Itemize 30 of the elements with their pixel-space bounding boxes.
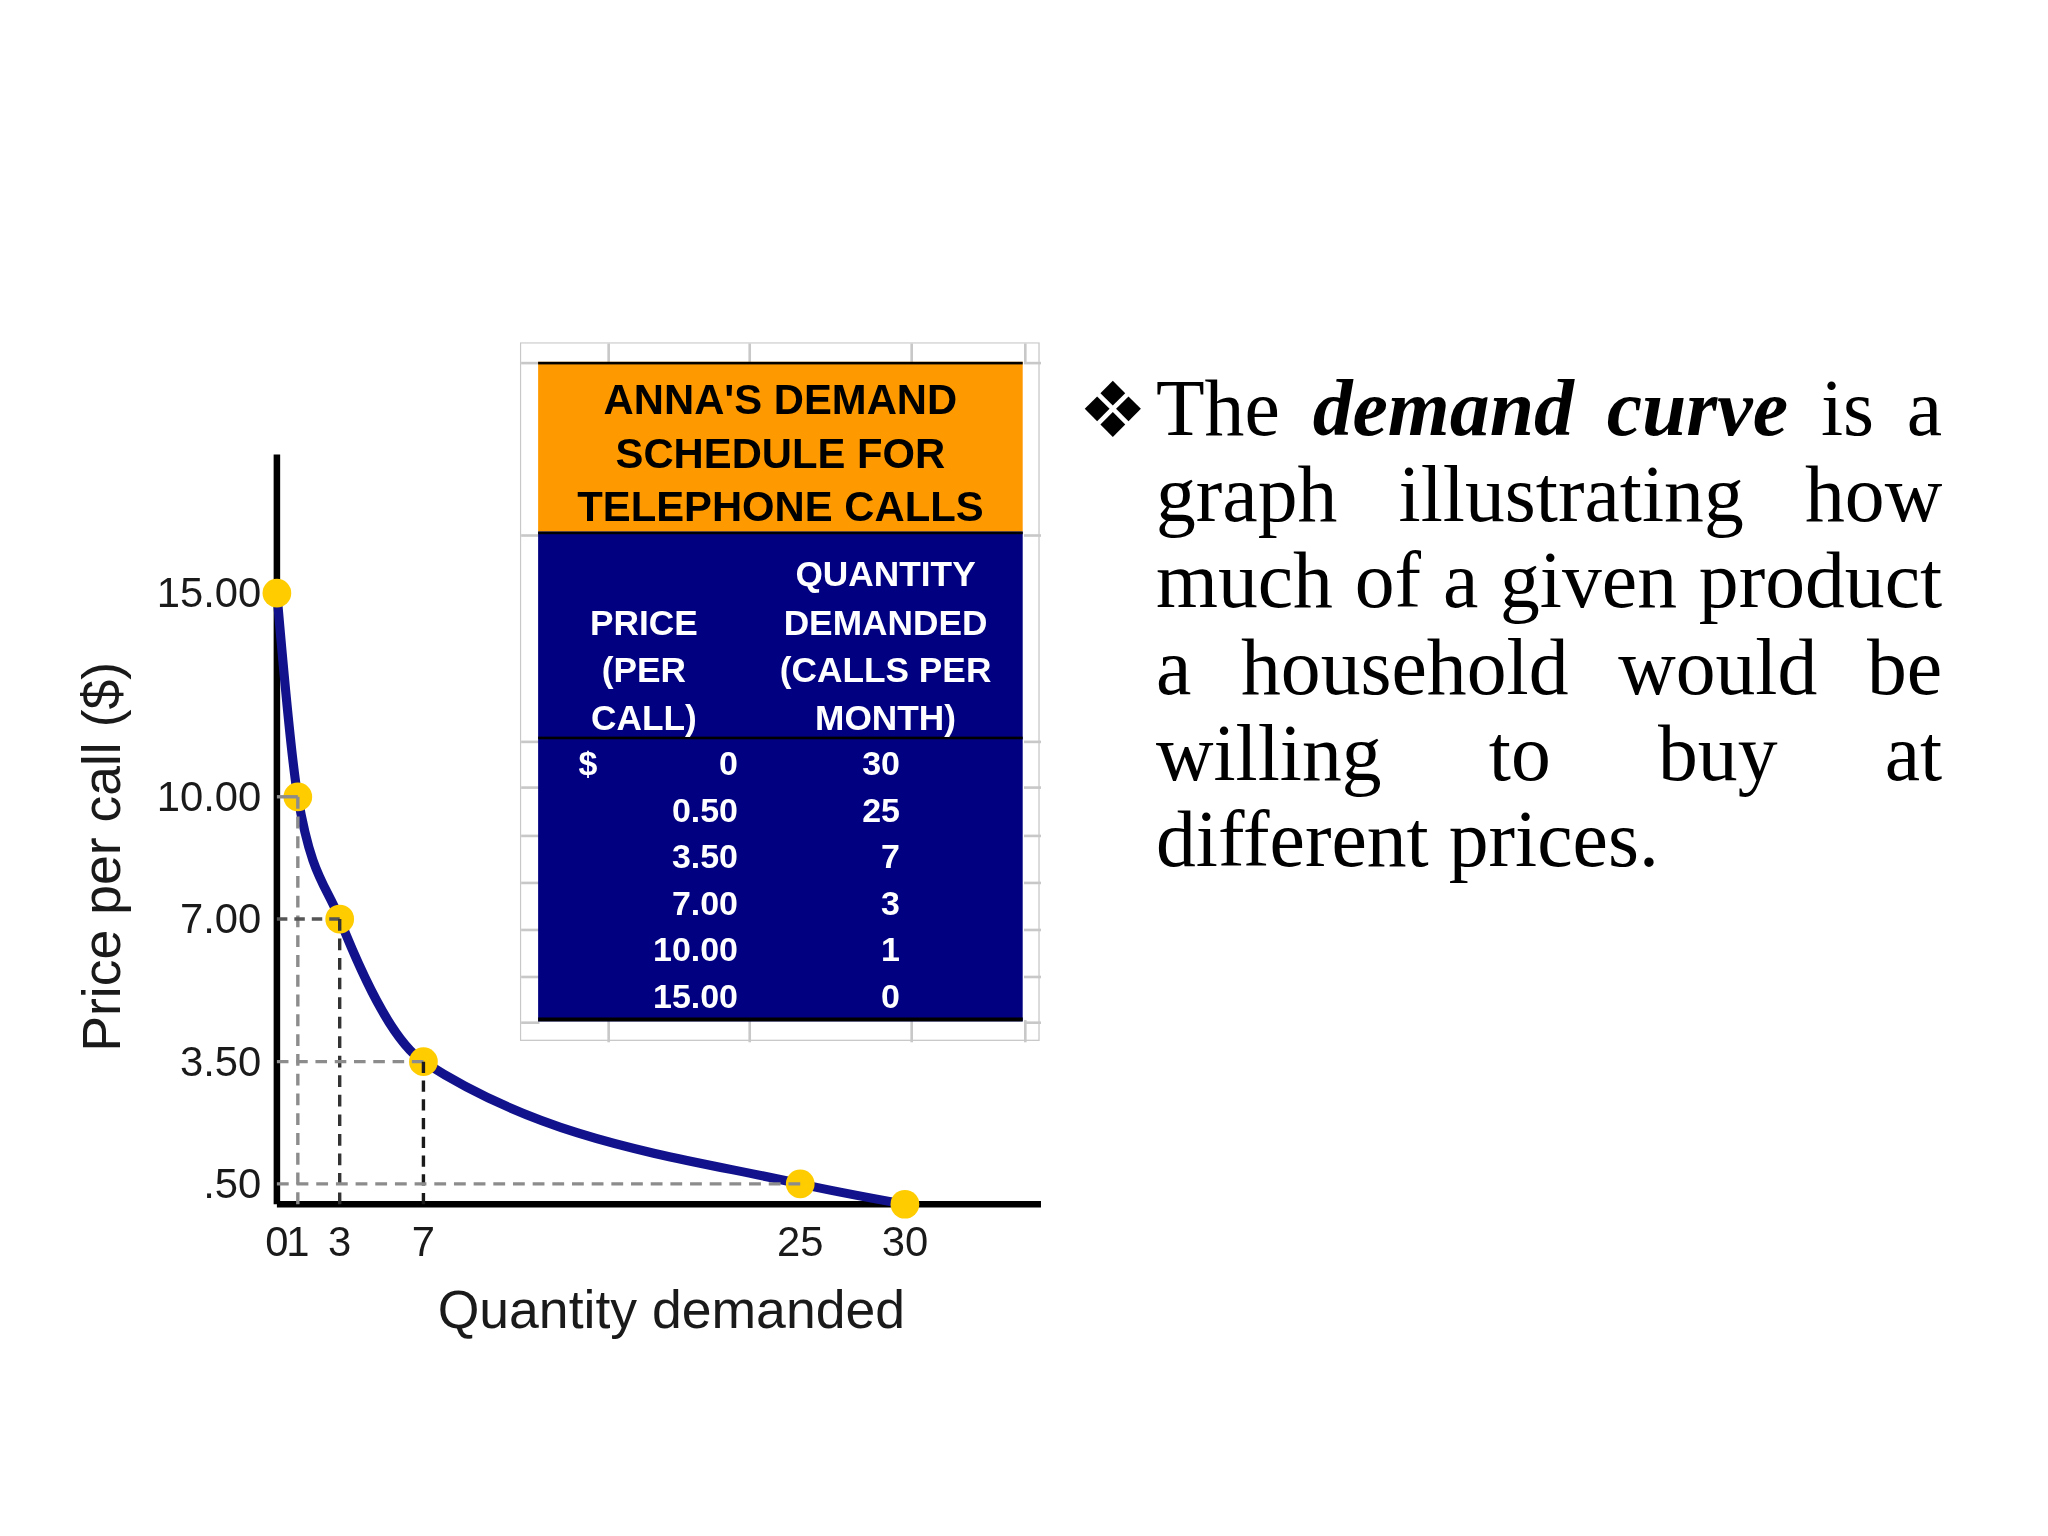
x-tick-label: 3	[328, 1218, 352, 1266]
annotation: 25	[862, 790, 900, 829]
x-tick-label: 1	[286, 1218, 310, 1266]
text: ANNA'S DEMAND SCHEDULE FOR TELEPHONE CALLS	[576, 375, 985, 533]
y-tick-label: 10.00	[156, 773, 262, 821]
annotation: 1	[881, 930, 900, 969]
annotation: 0.50	[671, 790, 738, 829]
annotation: 10.00	[653, 930, 738, 969]
annotation: 7.00	[671, 883, 738, 922]
annotation: 3	[881, 883, 900, 922]
x-axis-title: Quantity demanded	[437, 1280, 906, 1340]
annotation: $	[578, 744, 598, 783]
y-tick-label: .50	[203, 1160, 262, 1208]
text: QUANTITY DEMANDED (CALLS PER MONTH)	[778, 554, 993, 740]
y-tick-label: 3.50	[179, 1038, 262, 1085]
y-tick-label: 15.00	[156, 569, 262, 617]
text: PRICE (PER CALL)	[589, 601, 699, 740]
annotation: 15.00	[653, 976, 738, 1015]
text: The demand curve is a graph illustrating how much of a given product a household would be willing to buy at different prices.	[1155, 364, 1943, 883]
x-tick-label: 30	[881, 1218, 929, 1266]
annotation: 30	[862, 744, 900, 783]
annotation: 0	[719, 744, 738, 783]
annotation: 7	[881, 837, 900, 876]
x-tick-label: 7	[411, 1218, 436, 1266]
x-tick-label: 0	[265, 1218, 289, 1266]
y-axis-title: Price per call ($)	[72, 661, 132, 1052]
y-tick-label: 7.00	[179, 895, 262, 943]
annotation: 0	[881, 976, 900, 1015]
x-tick-label: 25	[777, 1218, 824, 1266]
annotation: 3.50	[671, 837, 738, 876]
